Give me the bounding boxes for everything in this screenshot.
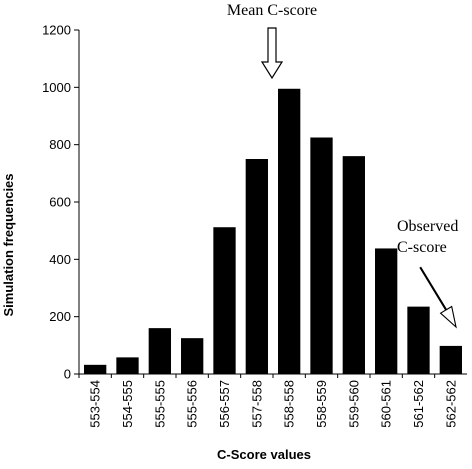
bar-561-562	[407, 306, 430, 374]
x-tick-label: 556-557	[217, 380, 232, 428]
observed-arrow-icon	[419, 266, 457, 329]
y-tick-label: 0	[64, 367, 71, 382]
y-tick-label: 400	[49, 252, 71, 267]
y-tick-label: 1200	[42, 23, 71, 38]
y-tick-label: 1000	[42, 80, 71, 95]
mean-c-score-label: Mean C-score	[227, 2, 317, 19]
y-tick-label: 800	[49, 137, 71, 152]
y-axis-title: Simulation frequencies	[1, 173, 16, 316]
bars-group	[84, 88, 462, 375]
observed-label-line2: C-score	[397, 239, 447, 256]
x-tick-label: 559-560	[346, 380, 361, 428]
bar-555-556	[181, 338, 204, 374]
bar-560-561	[375, 248, 398, 374]
x-tick-label: 555-555	[152, 380, 167, 428]
y-tick-label: 600	[49, 195, 71, 210]
bar-554-555	[116, 357, 139, 374]
bar-558-559	[310, 137, 333, 374]
bar-556-557	[213, 227, 236, 374]
x-axis-title: C-Score values	[217, 447, 311, 462]
bar-562-562	[439, 345, 462, 374]
x-tick-label: 560-561	[379, 380, 394, 428]
x-tick-label: 555-556	[185, 380, 200, 428]
bar-553-554	[84, 364, 107, 374]
x-tick-label: 562-562	[443, 380, 458, 428]
mean-arrow-icon	[260, 27, 284, 80]
x-tick-label: 554-555	[120, 380, 135, 428]
x-tick-label: 557-558	[249, 380, 264, 428]
x-tick-label: 558-558	[282, 380, 297, 428]
x-tick-label: 553-554	[88, 380, 103, 428]
y-axis-ticks: 0 200 400 600 800 1000 1200	[42, 23, 79, 382]
bar-558-558	[278, 88, 301, 375]
x-axis-ticks: 553-554 554-555 555-555 555-556 556-557 557-5…	[78, 374, 458, 428]
bar-559-560	[342, 156, 365, 374]
bar-555-555	[148, 328, 171, 374]
x-tick-label: 561-562	[411, 380, 426, 428]
bar-557-558	[245, 159, 268, 374]
x-tick-label: 558-559	[314, 380, 329, 428]
observed-label-line1: Observed	[397, 218, 458, 235]
y-tick-label: 200	[49, 309, 71, 324]
